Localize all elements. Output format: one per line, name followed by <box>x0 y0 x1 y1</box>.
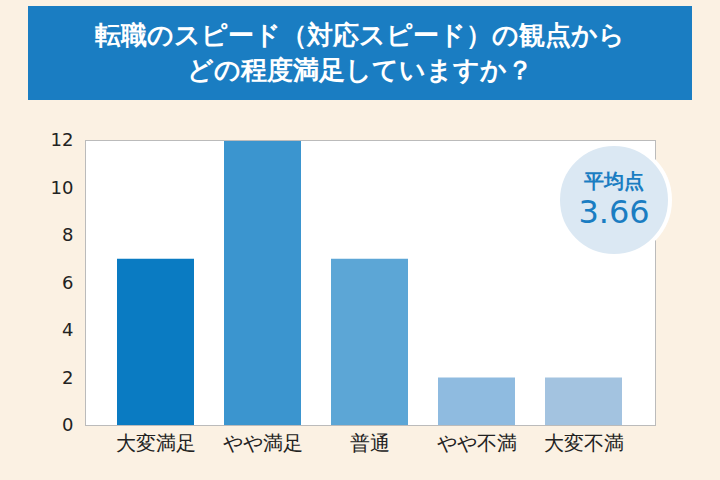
svg-text:やや満足: やや満足 <box>223 431 303 455</box>
svg-text:大変不満: 大変不満 <box>544 431 624 455</box>
svg-text:0: 0 <box>62 414 73 435</box>
svg-text:普通: 普通 <box>350 431 390 455</box>
svg-text:4: 4 <box>62 319 73 340</box>
html-text:転職のスピード（対応スピード）の観点からどの程度満足していま: 転職のスピード（対応スピード）の観点からどの程度満足していますか？ <box>95 19 625 85</box>
svg-text:6: 6 <box>62 272 73 293</box>
svg-text:10: 10 <box>51 177 74 198</box>
svg-text:2: 2 <box>62 367 73 388</box>
html-text:3.66: 3.66 <box>578 192 650 231</box>
svg-text:やや不満: やや不満 <box>437 431 517 455</box>
svg-text:12: 12 <box>51 129 74 150</box>
svg-text:大変満足: 大変満足 <box>116 431 196 455</box>
svg-text:8: 8 <box>62 224 73 245</box>
html-text:平均点: 平均点 <box>584 168 644 193</box>
